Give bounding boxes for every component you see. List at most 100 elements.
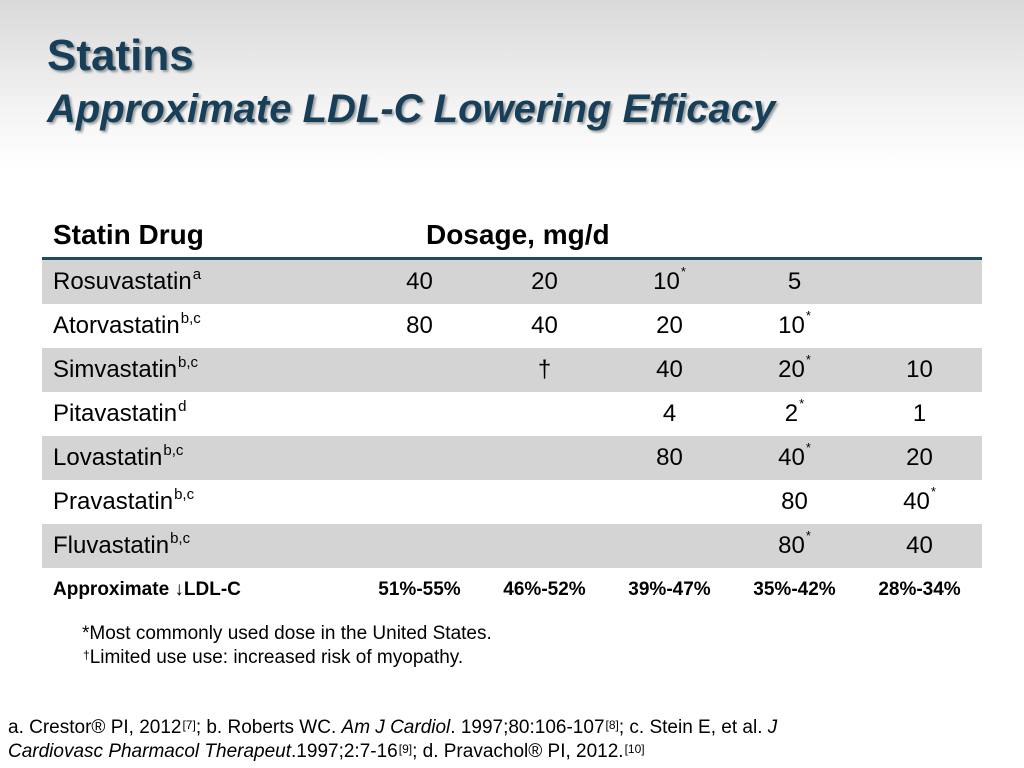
- drug-name-cell: Fluvastatinb,c: [42, 524, 357, 568]
- drug-name-cell: Rosuvastatina: [42, 258, 357, 304]
- dose-value: 5: [787, 268, 802, 295]
- dose-value: 80: [781, 488, 808, 515]
- dose-cell: †: [482, 348, 607, 392]
- dose-cell: 40: [857, 524, 983, 568]
- drug-reference-superscript: d: [178, 398, 187, 415]
- drug-reference-superscript: b,c: [178, 354, 199, 371]
- most-common-dose-mark: *: [799, 396, 805, 411]
- references-line-1: a. Crestor® PI, 2012[7]; b. Roberts WC. …: [8, 716, 1018, 740]
- ref-a-cite: [7]: [182, 718, 196, 732]
- dose-cell: [357, 392, 482, 436]
- dose-cell: 80*: [732, 524, 857, 568]
- ref-a: a. Crestor® PI, 2012: [8, 717, 182, 738]
- ref-d-cite: [10]: [624, 742, 645, 756]
- drug-name-cell: Atorvastatinb,c: [42, 304, 357, 348]
- table-header-row: Statin Drug Dosage, mg/d: [42, 203, 983, 260]
- dose-cell: 20*: [732, 348, 857, 392]
- dose-value: 40: [656, 356, 683, 383]
- table-row: Pravastatinb,c 80 40*: [42, 480, 982, 524]
- ref-c-journal-start: J: [767, 717, 778, 738]
- drug-name-cell: Pitavastatind: [42, 392, 357, 436]
- footnote-limited-use: †Limited use use: increased risk of myop…: [82, 646, 492, 670]
- dose-cell: [482, 480, 607, 524]
- title-line-1: Statins: [47, 31, 194, 80]
- footnote-limited-use-text: Limited use use: increased risk of myopa…: [89, 647, 464, 668]
- dose-cell: [482, 436, 607, 480]
- most-common-dose-mark: *: [805, 528, 811, 543]
- dose-cell: 1: [857, 392, 982, 436]
- dose-cell: 4: [607, 392, 732, 436]
- drug-name: Pitavastatin: [53, 400, 178, 427]
- dose-value: 10: [906, 356, 933, 383]
- dose-cell: [357, 524, 482, 568]
- dose-value: 80: [406, 312, 433, 339]
- dose-value: 40: [906, 532, 933, 559]
- table-row: Fluvastatinb,c 80* 40: [42, 524, 983, 568]
- dose-value: 20: [906, 444, 933, 471]
- footnote-most-common-dose: *Most commonly used dose in the United S…: [82, 623, 492, 644]
- drug-name: Simvastatin: [53, 356, 178, 383]
- dose-cell: [607, 524, 732, 568]
- dose-cell: [482, 392, 607, 436]
- drug-reference-superscript: b,c: [163, 442, 184, 459]
- dose-cell: [357, 436, 482, 480]
- dose-cell: 40*: [857, 480, 982, 524]
- statin-efficacy-table: Statin Drug Dosage, mg/d Rosuvastatina 40…: [42, 203, 983, 612]
- dose-cell: 80: [357, 304, 482, 348]
- summary-label: Approximate ↓LDL-C: [53, 579, 241, 600]
- ldl-reduction-value: 35%-42%: [753, 579, 836, 600]
- references-line-2: Cardiovasc Pharmacol Therapeut.1997;2:7-…: [8, 740, 1018, 764]
- dose-cell: [357, 348, 482, 392]
- ref-b-cite: [8]: [605, 718, 619, 732]
- dose-value: †: [537, 356, 552, 383]
- drug-name-cell: Simvastatinb,c: [42, 348, 357, 392]
- dose-value: 20: [531, 268, 558, 295]
- dose-value: 2: [784, 400, 799, 427]
- dose-cell: 20: [607, 304, 732, 348]
- dose-cell: 2*: [732, 392, 857, 436]
- ref-c: ; c. Stein E, et al.: [618, 717, 768, 738]
- dose-cell: [482, 524, 607, 568]
- dose-value: 20: [778, 356, 805, 383]
- table-row: Lovastatinb,c 80 40* 20: [42, 436, 983, 480]
- drug-name: Atorvastatin: [53, 312, 180, 339]
- dose-cell: 80: [732, 480, 857, 524]
- most-common-dose-mark: *: [680, 264, 686, 279]
- dose-cell: 20: [857, 436, 983, 480]
- ldl-reduction-value: 46%-52%: [503, 579, 586, 600]
- summary-row: Approximate ↓LDL-C 51%-55% 46%-52% 39%-47% 3…: [42, 568, 982, 612]
- dose-cell: 40: [482, 304, 607, 348]
- ldl-reduction-value: 39%-47%: [628, 579, 711, 600]
- ref-b-details: . 1997;80:106-107: [450, 717, 605, 738]
- ldl-reduction-value: 28%-34%: [878, 579, 961, 600]
- drug-reference-superscript: b,c: [180, 310, 201, 327]
- dose-value: 4: [662, 400, 677, 427]
- ref-b-journal: Am J Cardiol: [341, 717, 451, 738]
- header-statin-drug: Statin Drug: [42, 203, 357, 260]
- ref-c-journal-end: Cardiovasc Pharmacol Therapeut: [8, 741, 292, 762]
- dose-cell: [607, 480, 732, 524]
- dose-cell: [857, 304, 982, 348]
- most-common-dose-mark: *: [805, 440, 811, 455]
- dose-cell: 10: [857, 348, 983, 392]
- dose-cell: 10*: [732, 304, 857, 348]
- ref-d: ; d. Pravachol® PI, 2012.: [412, 741, 624, 762]
- references: a. Crestor® PI, 2012[7]; b. Roberts WC. …: [8, 716, 1018, 764]
- dose-cell: 10*: [607, 258, 732, 304]
- most-common-dose-mark: *: [805, 352, 811, 367]
- dose-cell: 40*: [732, 436, 857, 480]
- dose-value: 40: [778, 444, 805, 471]
- drug-reference-superscript: a: [192, 266, 202, 283]
- title-line-2: Approximate LDL-C Lowering Efficacy: [47, 87, 776, 131]
- drug-reference-superscript: b,c: [170, 530, 191, 547]
- drug-reference-superscript: b,c: [174, 486, 195, 503]
- most-common-dose-mark: *: [805, 308, 811, 323]
- table-row: Simvastatinb,c † 40 20* 10: [42, 348, 983, 392]
- dagger-mark: †: [83, 648, 90, 662]
- dose-value: 10: [653, 268, 680, 295]
- ref-c-cite: [9]: [398, 742, 413, 756]
- drug-name: Rosuvastatin: [53, 268, 192, 295]
- drug-name: Fluvastatin: [53, 532, 170, 559]
- drug-name: Pravastatin: [53, 488, 174, 515]
- dose-value: 80: [778, 532, 805, 559]
